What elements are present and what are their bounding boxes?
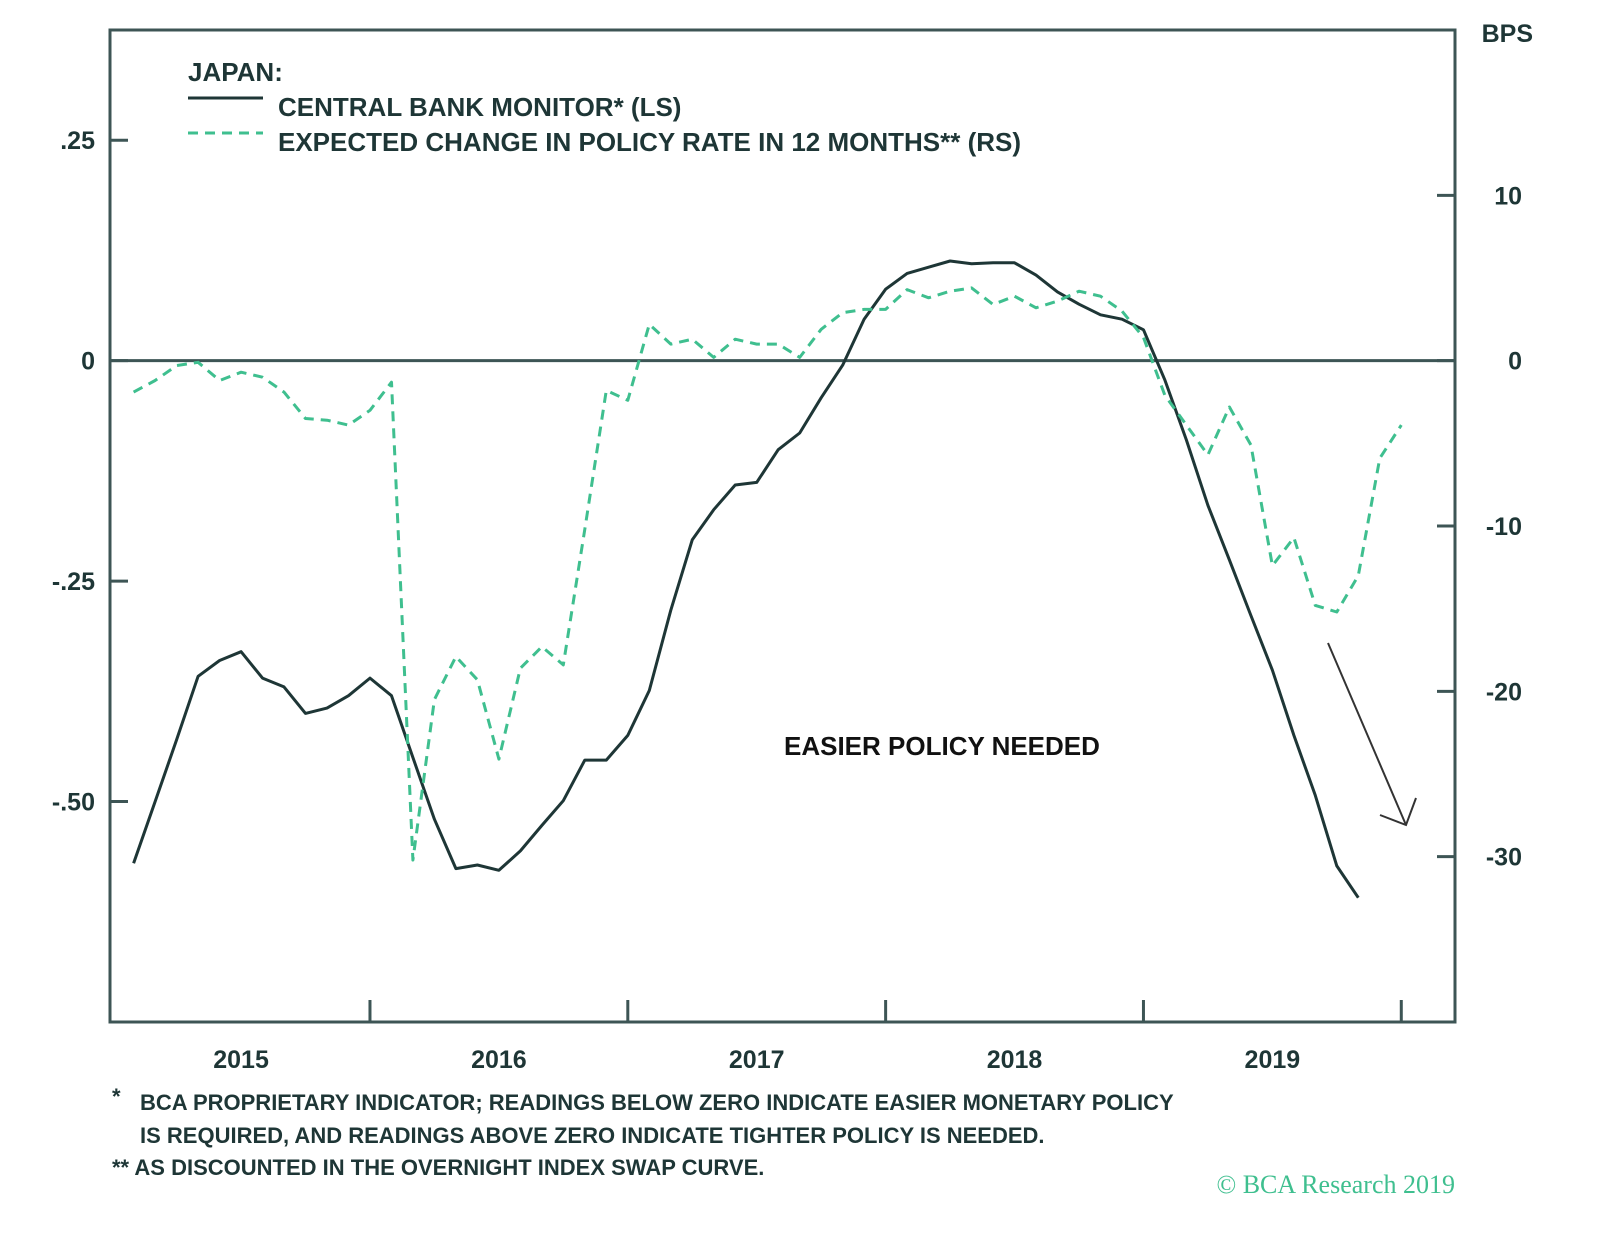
series-lines	[132, 259, 1403, 899]
left-tick-label: 0	[81, 348, 95, 376]
right-axis-unit: BPS	[1482, 20, 1533, 48]
left-tick-label: -.50	[52, 789, 95, 817]
right-tick-label: -30	[1486, 844, 1522, 872]
right-tick-label: 0	[1508, 348, 1522, 376]
right-tick-label: -20	[1486, 678, 1522, 706]
legend-label-expected-change: EXPECTED CHANGE IN POLICY RATE IN 12 MON…	[278, 127, 1021, 157]
x-tick-label: 2016	[471, 1046, 527, 1074]
legend-title: JAPAN:	[188, 57, 283, 87]
annotation-easier-policy: EASIER POLICY NEEDED	[784, 731, 1100, 761]
x-tick-label: 2017	[729, 1046, 785, 1074]
axes: .25 0 -.25 -.50 10 0 -10 -20 -30 2015 2016 2017 2018…	[52, 127, 1522, 1074]
left-tick-label: -.25	[52, 568, 95, 596]
right-tick-label: 10	[1494, 182, 1522, 210]
x-tick-label: 2018	[987, 1046, 1043, 1074]
footnote-2: ** AS DISCOUNTED IN THE OVERNIGHT INDEX …	[112, 1155, 764, 1180]
right-tick-label: -10	[1486, 513, 1522, 541]
x-tick-label: 2015	[213, 1046, 269, 1074]
annotation-arrow	[1327, 642, 1417, 827]
footnotes: * BCA PROPRIETARY INDICATOR; READINGS BE…	[112, 1084, 1174, 1180]
footnote-1-line-2: IS REQUIRED, AND READINGS ABOVE ZERO IND…	[140, 1123, 1045, 1148]
plot-frame	[108, 28, 1457, 1024]
series-line-expected-change	[132, 286, 1403, 862]
footnote-1-line-1: BCA PROPRIETARY INDICATOR; READINGS BELO…	[140, 1090, 1174, 1115]
legend: JAPAN: CENTRAL BANK MONITOR* (LS) EXPECT…	[188, 57, 1021, 157]
copyright: © BCA Research 2019	[1216, 1170, 1455, 1199]
series-line-central-bank-monitor	[132, 259, 1360, 899]
left-tick-label: .25	[60, 127, 95, 155]
footnote-marker-1: *	[112, 1084, 121, 1109]
x-tick-label: 2019	[1245, 1046, 1301, 1074]
legend-label-central-bank-monitor: CENTRAL BANK MONITOR* (LS)	[278, 92, 681, 122]
